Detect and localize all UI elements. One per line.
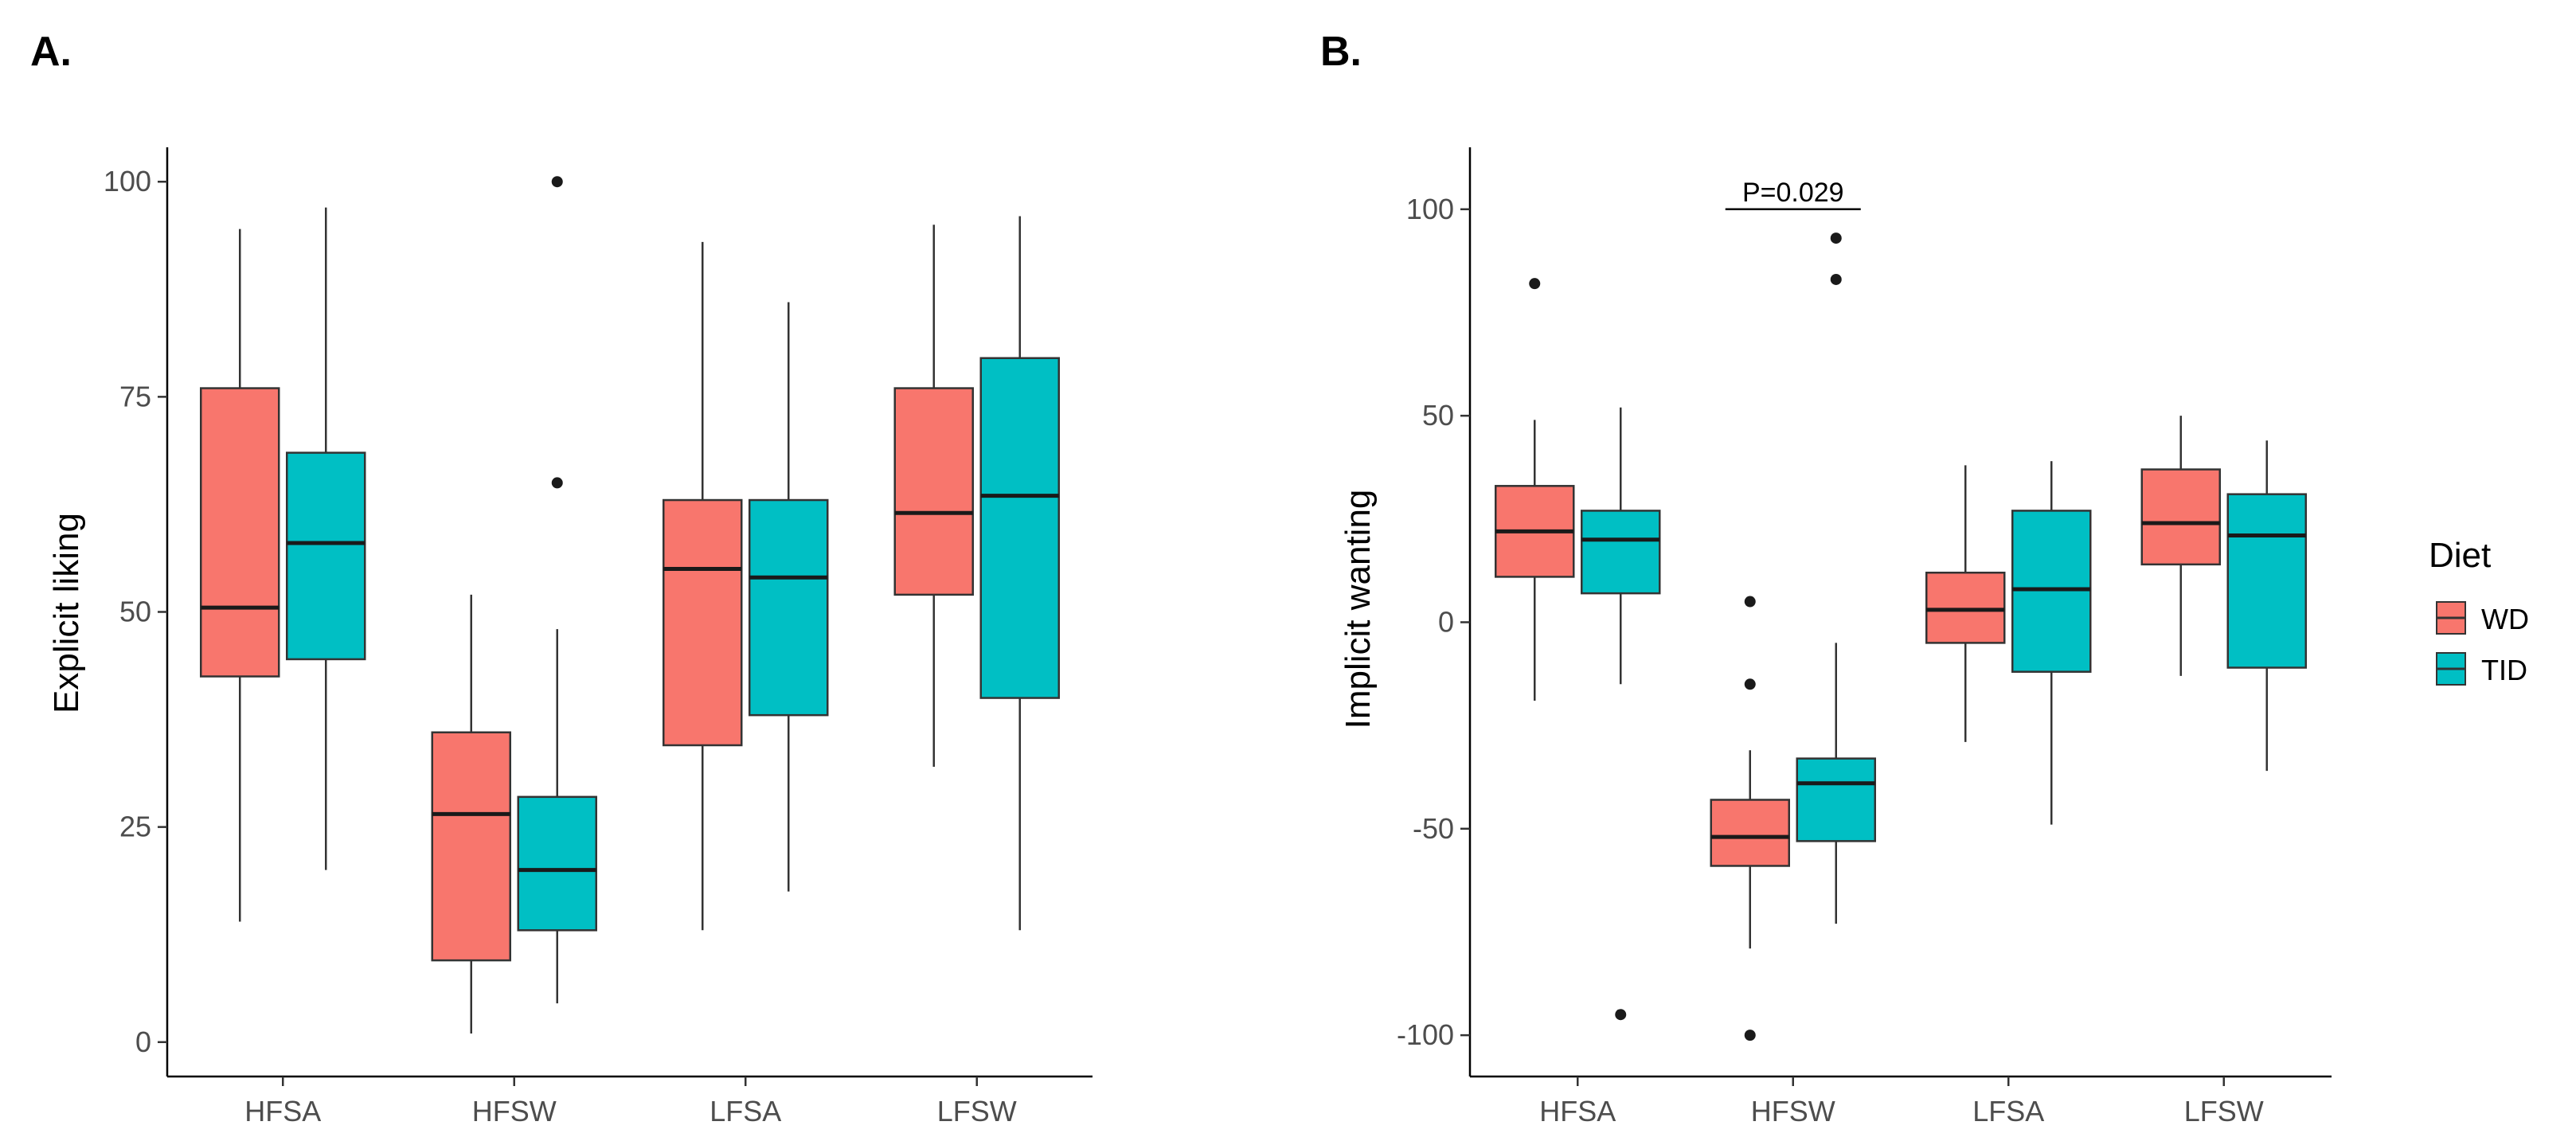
- chart-b-lfsw-tid-box: [2226, 493, 2307, 669]
- chart-b-xtick-label-hfsa: HFSA: [1539, 1095, 1616, 1127]
- chart-a-hfsw-tid-box: [517, 795, 597, 932]
- chart-b-xtick-label-lfsw: LFSW: [2184, 1095, 2264, 1127]
- chart-a-ytick-label: 0: [135, 1026, 151, 1058]
- chart-a-explicit-liking: Explicit liking 0 25 50 75 100 HFSA HFSW LFSA LF…: [47, 147, 1093, 1127]
- chart-b-lfsa-tid-box: [2011, 510, 2092, 673]
- chart-a-xtick-label-lfsa: LFSA: [709, 1095, 781, 1127]
- chart-b-ytick-label: 0: [1438, 605, 1454, 638]
- chart-a-ytick-label: 75: [119, 380, 151, 412]
- chart-b-ytick-label: 50: [1422, 399, 1454, 432]
- chart-b-hfsa-wd-outlier: [1529, 278, 1541, 290]
- panel-b-label: B.: [1320, 29, 1362, 75]
- legend-title: Diet: [2429, 536, 2491, 575]
- chart-b-ytick-label: -100: [1397, 1018, 1454, 1051]
- chart-b-hfsw-wd-outlier: [1744, 596, 1756, 608]
- chart-a-ytick-label: 100: [104, 165, 151, 197]
- chart-a-xtick-label-hfsa: HFSA: [244, 1095, 321, 1127]
- legend: Diet WD TID: [2429, 536, 2529, 686]
- chart-a-ytick-label: 25: [119, 811, 151, 843]
- chart-a-xtick-label-lfsw: LFSW: [937, 1095, 1017, 1127]
- chart-a-hfsa-tid-box: [286, 451, 366, 661]
- chart-a-lfsa-wd-box: [663, 498, 743, 747]
- chart-a-hfsw-tid-outlier: [551, 477, 563, 489]
- legend-label-tid: TID: [2481, 654, 2527, 686]
- chart-b-hfsw-tid-outlier: [1830, 273, 1842, 285]
- chart-a-hfsa-wd-box: [200, 387, 280, 678]
- chart-b-hfsw-wd-box: [1710, 799, 1790, 867]
- chart-a-xtick-label-hfsw: HFSW: [472, 1095, 557, 1127]
- chart-a-lfsw-wd-box: [893, 387, 974, 596]
- legend-label-wd: WD: [2481, 603, 2529, 635]
- panel-a-label: A.: [30, 29, 72, 75]
- chart-b-implicit-wanting: Implicit wanting -100 -50 0 50 100 HFSA HFSW LF…: [1339, 147, 2332, 1127]
- chart-b-hfsw-wd-outlier: [1744, 678, 1756, 690]
- chart-b-annotation-label: P=0.029: [1742, 178, 1844, 208]
- chart-a-lfsw-tid-box: [979, 357, 1060, 699]
- chart-a-hfsw-wd-box: [431, 731, 511, 962]
- chart-b-hfsa-tid-outlier: [1615, 1009, 1627, 1021]
- chart-b-hfsw-wd-outlier: [1744, 1030, 1756, 1041]
- chart-b-lfsa-wd-box: [1925, 571, 2006, 644]
- chart-b-xtick-label-hfsw: HFSW: [1751, 1095, 1835, 1127]
- chart-b-lfsw-wd-box: [2140, 468, 2221, 566]
- chart-a-ytick-label: 50: [119, 596, 151, 628]
- chart-b-ylabel: Implicit wanting: [1339, 490, 1378, 729]
- chart-b-ytick-label: -50: [1413, 812, 1454, 845]
- chart-a-ylabel: Explicit liking: [47, 513, 86, 713]
- chart-b-hfsa-tid-box: [1581, 510, 1661, 595]
- chart-b-ytick-label: 100: [1406, 193, 1454, 225]
- chart-b-hfsw-tid-outlier: [1830, 232, 1842, 244]
- chart-b-hfsw-tid-box: [1796, 757, 1876, 842]
- chart-b-xtick-label-lfsa: LFSA: [1972, 1095, 2044, 1127]
- chart-a-lfsa-tid-box: [749, 498, 829, 717]
- chart-a-hfsw-tid-outlier: [551, 176, 563, 188]
